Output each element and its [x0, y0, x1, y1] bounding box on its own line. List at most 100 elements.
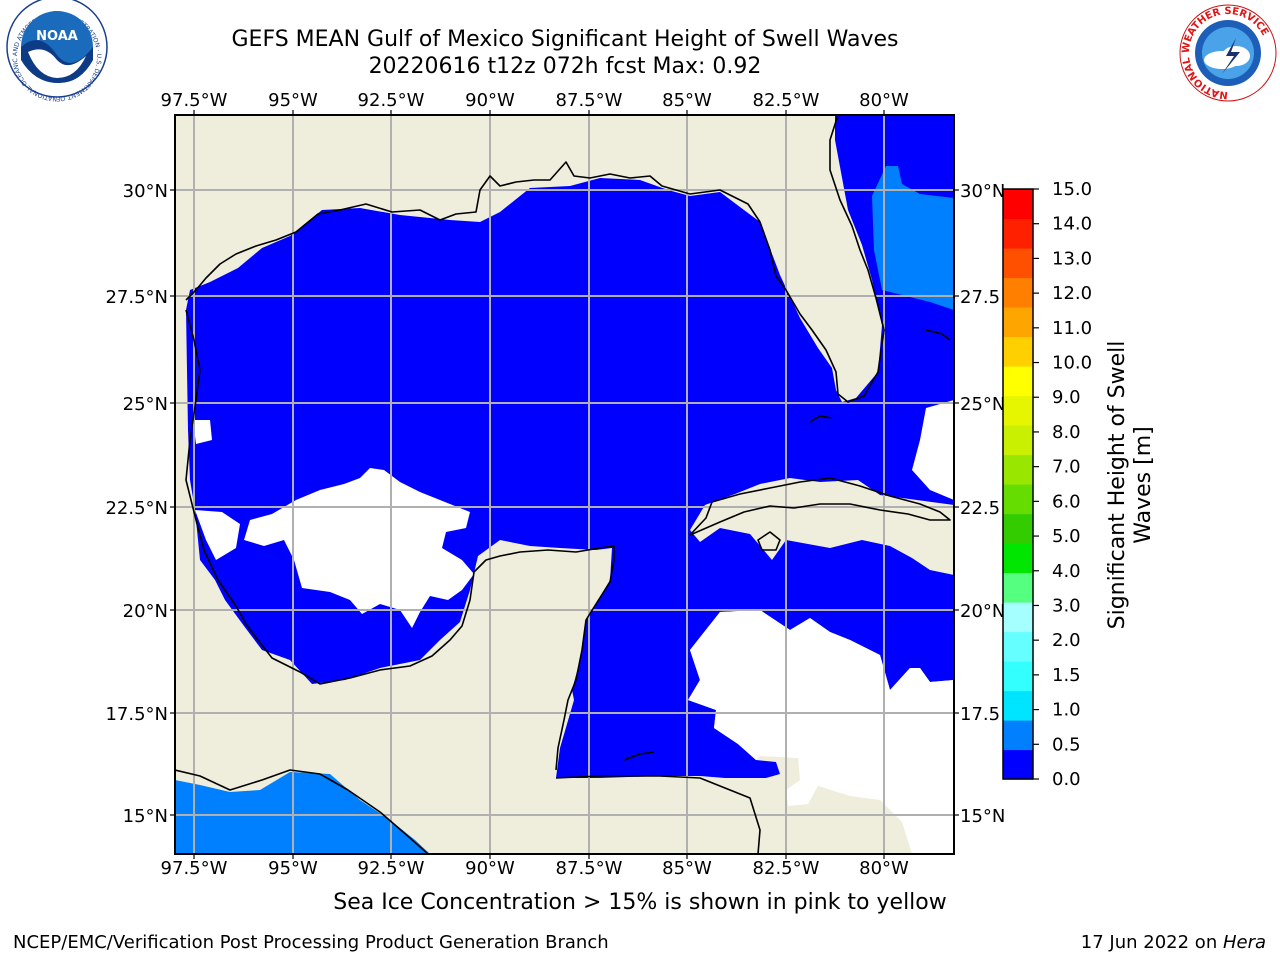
bay-islands [623, 751, 655, 761]
colorbar-swatch [1003, 749, 1033, 780]
lon-label: 87.5°W [556, 90, 623, 111]
lon-label: 90°W [465, 90, 515, 111]
lon-label: 90°W [465, 858, 515, 879]
lat-label: 27.5°N [105, 287, 168, 308]
colorbar-swatch [1003, 366, 1033, 397]
lat-label: 25°N [123, 394, 168, 415]
gulf-swell-region [186, 115, 954, 778]
colorbar-swatch [1003, 454, 1033, 485]
us-gulf-coast [185, 115, 885, 403]
colorbar-swatch [1003, 425, 1033, 456]
lon-label: 97.5°W [161, 858, 228, 879]
colorbar-ticks: 15.0 14.0 13.0 12.0 11.0 10.0 9.0 8.0 7.0 6.0 5.0 4… [1033, 179, 1092, 790]
colorbar-tick-label: 10.0 [1052, 353, 1092, 374]
map-area [175, 115, 954, 854]
colorbar-tick-label: 7.0 [1052, 457, 1081, 478]
colorbar-swatch [1003, 690, 1033, 721]
florida-keys [809, 415, 833, 423]
colorbar-tick-label: 0.0 [1052, 769, 1081, 790]
lat-label: 20°N [123, 601, 168, 622]
lat-labels-left: 30°N 27.5°N 25°N 22.5°N 20°N 17.5°N 15°N [105, 181, 168, 827]
colorbar-swatch [1003, 631, 1033, 662]
bahamas-andros [925, 329, 951, 341]
colorbar-tick-label: 12.0 [1052, 283, 1092, 304]
colorbar-swatch [1003, 720, 1033, 751]
calm-patch-texas [193, 420, 212, 444]
sea-ice-note: Sea Ice Concentration > 15% is shown in … [333, 890, 947, 915]
colorbar-tick-label: 1.0 [1052, 700, 1081, 721]
lat-label: 20°N [960, 601, 1005, 622]
pacific-swell-region [175, 772, 430, 854]
colorbar: 15.0 14.0 13.0 12.0 11.0 10.0 9.0 8.0 7.0 6.0 5.0 4… [1002, 179, 1156, 790]
colorbar-swatch [1003, 543, 1033, 574]
colorbar-swatch [1003, 336, 1033, 367]
colorbar-tick-label: 4.0 [1052, 561, 1081, 582]
colorbar-tick-label: 3.0 [1052, 595, 1081, 616]
colorbar-tick-label: 15.0 [1052, 179, 1092, 200]
colorbar-swatch [1003, 277, 1033, 308]
lon-label: 92.5°W [358, 858, 425, 879]
colorbar-tick-label: 13.0 [1052, 248, 1092, 269]
lat-label: 17.5°N [105, 704, 168, 725]
colorbar-frame [1002, 188, 1034, 780]
chart-subtitle: 20220616 t12z 072h fcst Max: 0.92 [368, 54, 762, 79]
central-america-coast [175, 769, 429, 854]
svg-text:NOAA: NOAA [36, 29, 78, 44]
colorbar-label-line2: Waves [m] [1131, 426, 1156, 543]
lon-label: 80°W [859, 858, 909, 879]
colorbar-swatch [1003, 395, 1033, 426]
colorbar-swatches [1003, 189, 1033, 780]
lat-labels-right: 30°N 27.5 25°N 22.5 20°N 17.5 15°N [960, 181, 1005, 827]
colorbar-tick-label: 0.5 [1052, 734, 1081, 755]
calm-patch-caribbean [688, 610, 954, 854]
colorbar-tick-label: 9.0 [1052, 387, 1081, 408]
colorbar-swatch [1003, 248, 1033, 279]
lat-label: 22.5°N [105, 498, 168, 519]
colorbar-label-line1: Significant Height of Swell [1105, 341, 1130, 630]
lon-label: 82.5°W [753, 858, 820, 879]
colorbar-swatch [1003, 307, 1033, 338]
colorbar-swatch [1003, 218, 1033, 249]
date-value: 17 Jun 2022 on [1080, 932, 1223, 953]
machine-name: Hera [1222, 932, 1266, 953]
lon-labels-top: 97.5°W 95°W 92.5°W 90°W 87.5°W 85°W 82.5… [161, 90, 909, 111]
mexico-gulf-coast [185, 309, 615, 771]
colorbar-swatch [1003, 513, 1033, 544]
nws-logo: NATIONAL WEATHER SERVICE [1179, 4, 1277, 102]
colorbar-swatch [1003, 602, 1033, 633]
colorbar-swatch [1003, 189, 1033, 220]
lon-label: 85°W [662, 90, 712, 111]
colorbar-tick-label: 2.0 [1052, 630, 1081, 651]
colorbar-label: Significant Height of Swell Waves [m] [1105, 341, 1156, 630]
lat-label: 25°N [960, 394, 1005, 415]
coastlines [175, 115, 951, 854]
colorbar-swatch [1003, 661, 1033, 692]
lon-label: 92.5°W [358, 90, 425, 111]
axis-ticks [170, 110, 959, 859]
colorbar-tick-label: 6.0 [1052, 491, 1081, 512]
lat-label: 17.5 [960, 704, 1000, 725]
chart-title: GEFS MEAN Gulf of Mexico Significant Hei… [231, 27, 899, 52]
colorbar-tick-label: 11.0 [1052, 318, 1092, 339]
lon-label: 87.5°W [556, 858, 623, 879]
colorbar-tick-label: 5.0 [1052, 526, 1081, 547]
cuba-coast [689, 477, 951, 536]
lat-label: 30°N [123, 181, 168, 202]
lat-label: 27.5 [960, 287, 1000, 308]
credit-text: NCEP/EMC/Verification Post Processing Pr… [13, 932, 609, 953]
lat-label: 15°N [123, 806, 168, 827]
colorbar-swatch [1003, 484, 1033, 515]
colorbar-swatch [1003, 572, 1033, 603]
date-text: 17 Jun 2022 on Hera [1081, 932, 1266, 953]
noaa-logo: NATIONAL OCEANIC AND ATMOSPHERIC ADMINIS… [0, 0, 108, 102]
isla-de-la-juventud [757, 531, 781, 551]
calm-patch-atlantic [912, 400, 954, 500]
colorbar-tick-label: 1.5 [1052, 665, 1081, 686]
lon-label: 82.5°W [753, 90, 820, 111]
calm-patch-southwest [195, 510, 240, 560]
atlantic-swell-region [872, 166, 954, 310]
lon-labels-bottom: 97.5°W 95°W 92.5°W 90°W 87.5°W 85°W 82.5… [161, 858, 909, 879]
lat-label: 30°N [960, 181, 1005, 202]
lon-label: 80°W [859, 90, 909, 111]
